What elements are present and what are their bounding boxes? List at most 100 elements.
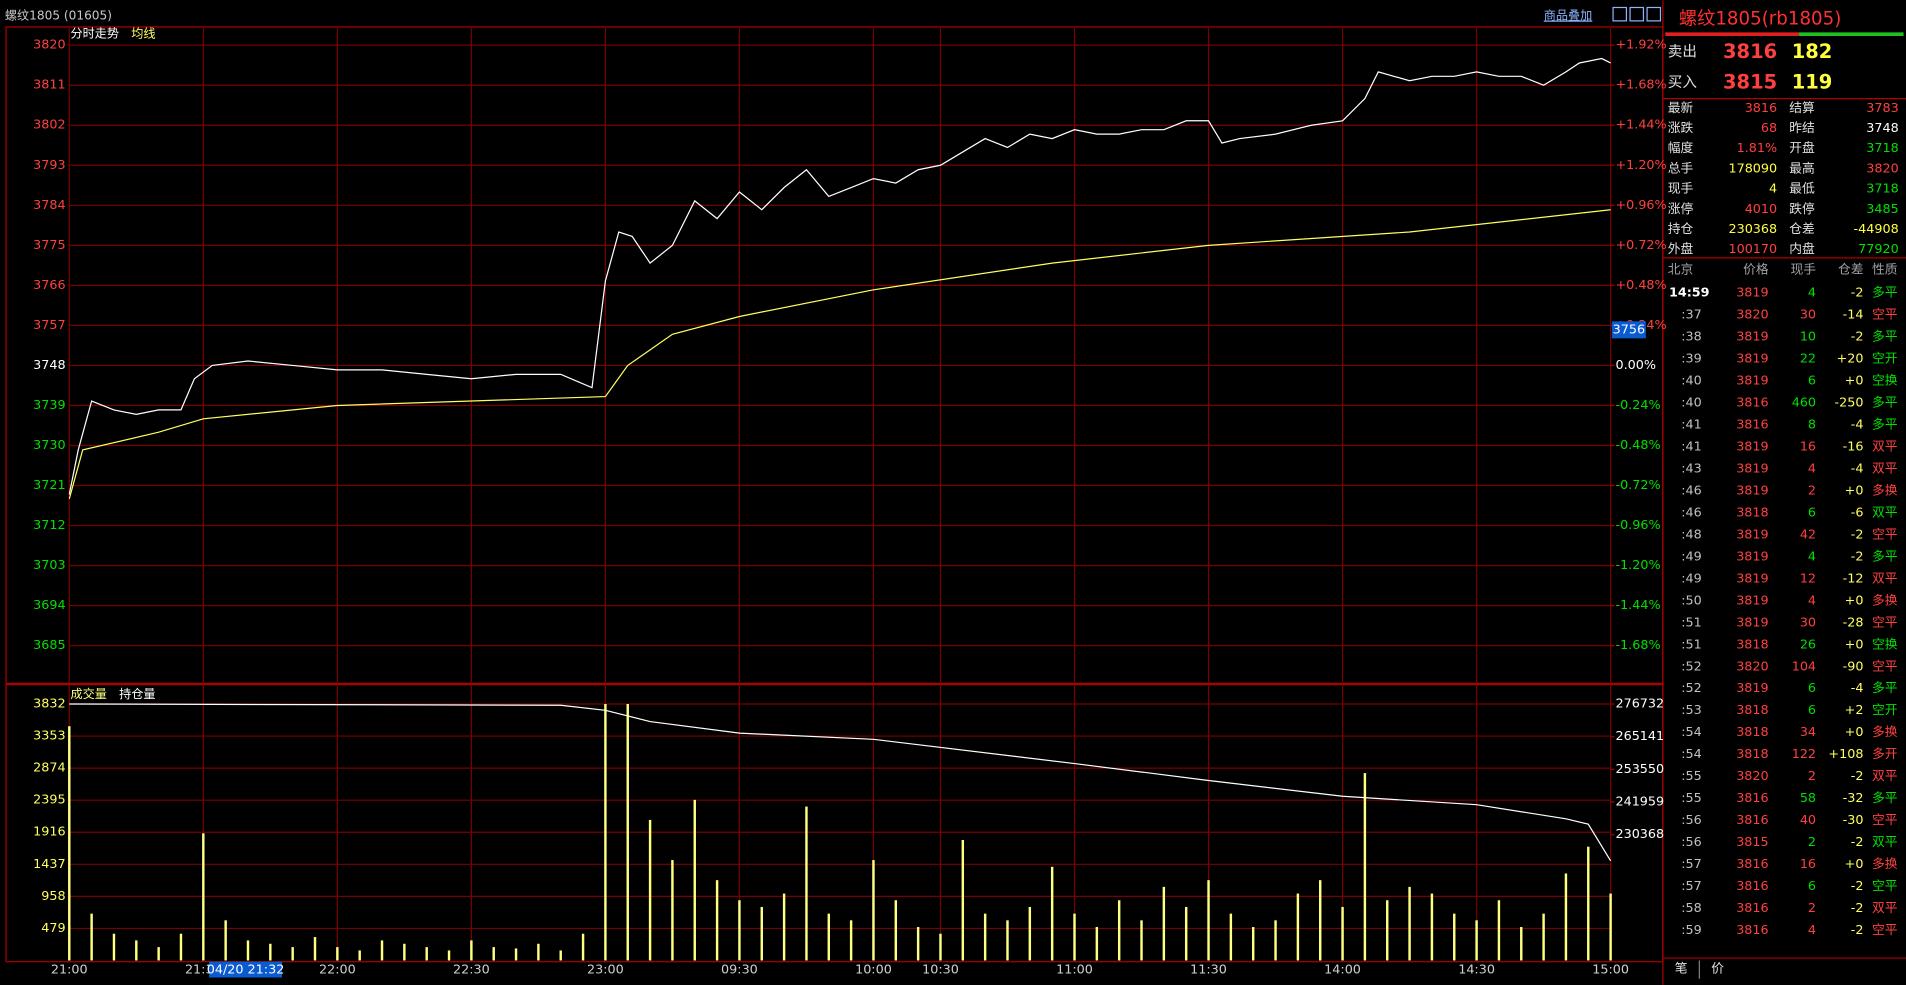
stat-value: 100170 bbox=[1728, 242, 1777, 257]
volume-bar bbox=[112, 933, 116, 961]
trade-time: :48 bbox=[1681, 527, 1702, 542]
trade-nature: 双平 bbox=[1872, 439, 1898, 454]
volume-bar bbox=[1564, 873, 1568, 961]
trade-time: :52 bbox=[1681, 659, 1702, 674]
legend-label: 持仓量 bbox=[119, 686, 155, 701]
volume-bar bbox=[827, 913, 830, 961]
trade-change: -2 bbox=[1851, 879, 1864, 894]
trades-header: 仓差 bbox=[1838, 263, 1863, 278]
trade-time: :55 bbox=[1681, 769, 1702, 784]
x-tick-label: 22:30 bbox=[453, 963, 490, 978]
trade-volume: 16 bbox=[1800, 439, 1816, 454]
volume-bar bbox=[1117, 900, 1121, 961]
trade-volume: 4 bbox=[1808, 286, 1816, 301]
trade-change: -90 bbox=[1843, 659, 1864, 674]
trade-nature: 双平 bbox=[1872, 461, 1898, 476]
ask-volume: 182 bbox=[1792, 40, 1833, 63]
trade-time: :57 bbox=[1681, 879, 1702, 894]
volume-bar bbox=[715, 880, 719, 961]
trade-change: +0 bbox=[1845, 593, 1864, 608]
y-tick-label: 1437 bbox=[33, 857, 65, 872]
trade-change: -2 bbox=[1851, 286, 1864, 301]
trade-nature: 多平 bbox=[1872, 418, 1898, 433]
trade-price: 3819 bbox=[1736, 593, 1768, 608]
volume-bar bbox=[1140, 920, 1143, 961]
y2-tick-label: +1.92% bbox=[1615, 38, 1666, 53]
overlay-button[interactable]: 商品叠加 bbox=[1544, 8, 1593, 23]
trade-change: -2 bbox=[1851, 923, 1864, 938]
trade-change: -2 bbox=[1851, 835, 1864, 850]
trade-nature: 多换 bbox=[1872, 857, 1898, 872]
volume-bar bbox=[1520, 927, 1523, 961]
y-tick-label: 3703 bbox=[33, 558, 65, 573]
volume-bar bbox=[1229, 913, 1233, 961]
tab[interactable]: 价 bbox=[1711, 961, 1724, 976]
x-tick-label: 15:00 bbox=[1592, 963, 1629, 978]
window-button[interactable] bbox=[1612, 6, 1628, 22]
trade-time: :52 bbox=[1681, 681, 1702, 696]
trade-nature: 多平 bbox=[1872, 330, 1898, 345]
trade-time: :49 bbox=[1681, 571, 1702, 586]
trade-change: -12 bbox=[1843, 571, 1864, 586]
trade-nature: 多换 bbox=[1872, 483, 1898, 498]
volume-bar bbox=[1587, 846, 1590, 961]
stat-value: 3718 bbox=[1866, 141, 1898, 156]
ask-price: 3816 bbox=[1723, 40, 1777, 63]
trade-price: 3818 bbox=[1736, 747, 1768, 762]
trade-volume: 460 bbox=[1792, 396, 1816, 411]
volume-bar bbox=[1274, 920, 1277, 961]
trade-price: 3819 bbox=[1736, 286, 1768, 301]
stat-label: 涨停 bbox=[1668, 201, 1694, 217]
volume-bar bbox=[1296, 893, 1300, 961]
trade-price: 3819 bbox=[1736, 571, 1768, 586]
trade-change: +0 bbox=[1845, 725, 1864, 740]
trade-price: 3816 bbox=[1736, 813, 1768, 828]
y-tick-label: 3739 bbox=[33, 398, 65, 413]
trade-price: 3818 bbox=[1736, 637, 1768, 652]
volume-bar bbox=[1430, 893, 1434, 961]
volume-bar bbox=[1386, 900, 1389, 961]
trade-time: :40 bbox=[1681, 374, 1702, 389]
trade-time: :43 bbox=[1681, 461, 1702, 476]
window-button[interactable] bbox=[1629, 6, 1645, 22]
trade-time: :55 bbox=[1681, 791, 1702, 806]
volume-bar bbox=[581, 933, 585, 961]
trade-nature: 空开 bbox=[1872, 703, 1898, 718]
volume-bar bbox=[1497, 900, 1501, 961]
trade-price: 3819 bbox=[1736, 615, 1768, 630]
trade-volume: 104 bbox=[1792, 659, 1816, 674]
trade-price: 3820 bbox=[1736, 659, 1768, 674]
trade-nature: 双平 bbox=[1872, 505, 1898, 520]
trade-price: 3819 bbox=[1736, 439, 1768, 454]
y-tick-label: 3793 bbox=[33, 158, 65, 173]
trade-volume: 30 bbox=[1800, 308, 1816, 323]
trade-time: :58 bbox=[1681, 901, 1702, 916]
trade-time: :46 bbox=[1681, 483, 1702, 498]
trade-volume: 4 bbox=[1808, 461, 1816, 476]
volume-bar bbox=[425, 947, 428, 961]
volume-bar bbox=[1453, 913, 1456, 961]
stat-label: 开盘 bbox=[1789, 140, 1815, 156]
trade-nature: 空平 bbox=[1872, 813, 1898, 828]
trade-price: 3818 bbox=[1736, 703, 1768, 718]
window-button[interactable] bbox=[1646, 6, 1662, 22]
stat-label: 跌停 bbox=[1789, 201, 1815, 217]
trade-change: -28 bbox=[1843, 615, 1864, 630]
tab[interactable]: 笔 bbox=[1675, 961, 1688, 977]
trade-price: 3816 bbox=[1736, 923, 1768, 938]
trades-header: 现手 bbox=[1791, 263, 1817, 278]
trade-change: -16 bbox=[1843, 439, 1864, 454]
trade-price: 3819 bbox=[1736, 483, 1768, 498]
trades-header: 性质 bbox=[1872, 263, 1898, 278]
trade-nature: 多平 bbox=[1872, 286, 1898, 301]
trade-nature: 多平 bbox=[1872, 681, 1898, 696]
volume-bar bbox=[939, 933, 942, 961]
volume-bar bbox=[1408, 886, 1411, 961]
volume-bar bbox=[246, 940, 250, 961]
stat-label: 最高 bbox=[1789, 160, 1814, 176]
volume-bar bbox=[983, 913, 987, 961]
trade-volume: 12 bbox=[1800, 571, 1816, 586]
trade-change: +0 bbox=[1845, 857, 1864, 872]
y-tick-label: 3784 bbox=[33, 198, 65, 213]
